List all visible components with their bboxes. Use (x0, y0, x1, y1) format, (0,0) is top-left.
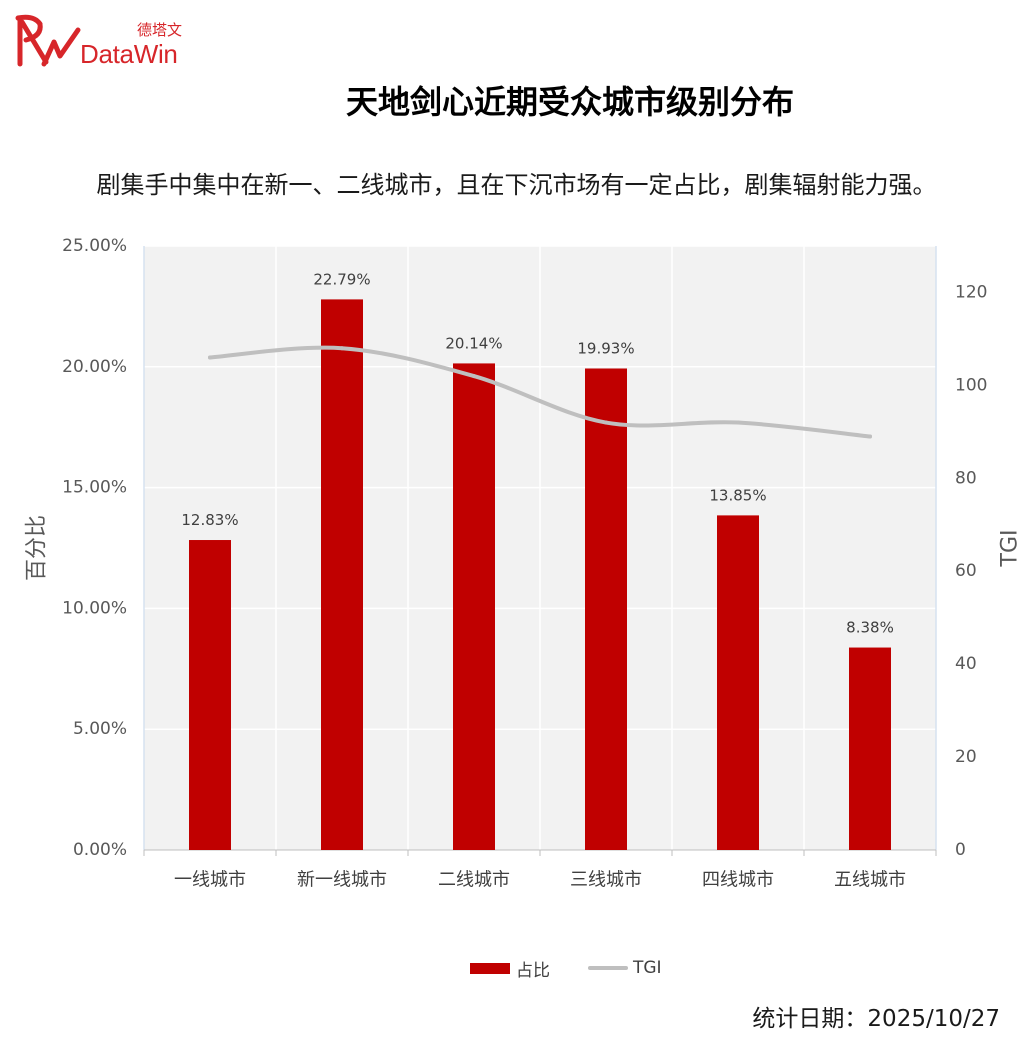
tgi-point-5 (868, 434, 872, 439)
legend-swatch-tgi (588, 966, 628, 970)
share-bar-2 (453, 363, 495, 850)
category-label-1: 新一线城市 (297, 870, 387, 891)
y-tick-label-3: 15.00% (62, 478, 127, 498)
y-tick-label-1: 5.00% (73, 719, 127, 739)
tgi-point-1 (340, 346, 344, 351)
share-data-label-1: 22.79% (313, 270, 370, 288)
tgi-line (208, 345, 872, 439)
share-data-label-5: 8.38% (846, 619, 894, 637)
y2-axis-title: TGI (998, 530, 1023, 568)
chart-subtitle: 剧集手中集中在新一、二线城市，且在下沉市场有一定占比，剧集辐射能力强。 (96, 171, 937, 199)
share-bar-3 (585, 368, 627, 850)
datawin-logo-icon (15, 14, 81, 67)
share-bar-5 (849, 647, 891, 850)
y2-tick-label-2: 40 (955, 654, 977, 674)
category-label-0: 一线城市 (174, 870, 246, 891)
category-label-3: 三线城市 (570, 870, 642, 891)
legend-item-share: 占比 (470, 956, 550, 981)
y2-tick-label-5: 100 (955, 375, 987, 395)
category-label-4: 四线城市 (702, 870, 774, 891)
chart-title: 天地剑心近期受众城市级别分布 (345, 83, 794, 121)
y-tick-label-0: 0.00% (73, 840, 127, 860)
share-data-label-0: 12.83% (181, 511, 238, 529)
y2-tick-label-4: 80 (955, 468, 977, 488)
y-tick-label-2: 10.00% (62, 598, 127, 618)
legend-label-share: 占比 (516, 960, 550, 981)
share-bar-0 (189, 540, 231, 850)
share-bar-1 (321, 299, 363, 851)
share-data-label-3: 19.93% (577, 339, 634, 357)
share-data-label-2: 20.14% (445, 334, 502, 352)
legend-swatch-share (470, 962, 510, 974)
tgi-point-4 (736, 420, 740, 425)
stat-date: 统计日期：2025/10/27 (752, 1006, 1000, 1032)
y2-tick-label-0: 0 (955, 840, 966, 860)
tgi-point-0 (208, 355, 212, 360)
share-data-label-4: 13.85% (709, 486, 766, 504)
y-axis-title: 百分比 (25, 515, 50, 581)
legend-item-tgi: TGI (588, 958, 662, 978)
y-tick-label-5: 25.00% (62, 236, 127, 256)
category-label-5: 五线城市 (834, 870, 906, 891)
y2-tick-label-6: 120 (955, 282, 987, 302)
legend-label-tgi: TGI (633, 958, 662, 978)
logo-en-text: DataWin (80, 39, 178, 69)
share-bar-4 (717, 515, 759, 850)
y2-tick-label-1: 20 (955, 747, 977, 767)
datawin-logo: 德塔文 DataWin (0, 0, 200, 80)
y2-tick-label-3: 60 (955, 561, 977, 581)
logo-cn-text: 德塔文 (137, 21, 183, 39)
tgi-point-2 (472, 374, 476, 379)
category-label-2: 二线城市 (438, 870, 510, 891)
tgi-point-3 (604, 420, 608, 425)
y-tick-label-4: 20.00% (62, 357, 127, 377)
chart-legend: 占比 TGI (470, 956, 662, 981)
